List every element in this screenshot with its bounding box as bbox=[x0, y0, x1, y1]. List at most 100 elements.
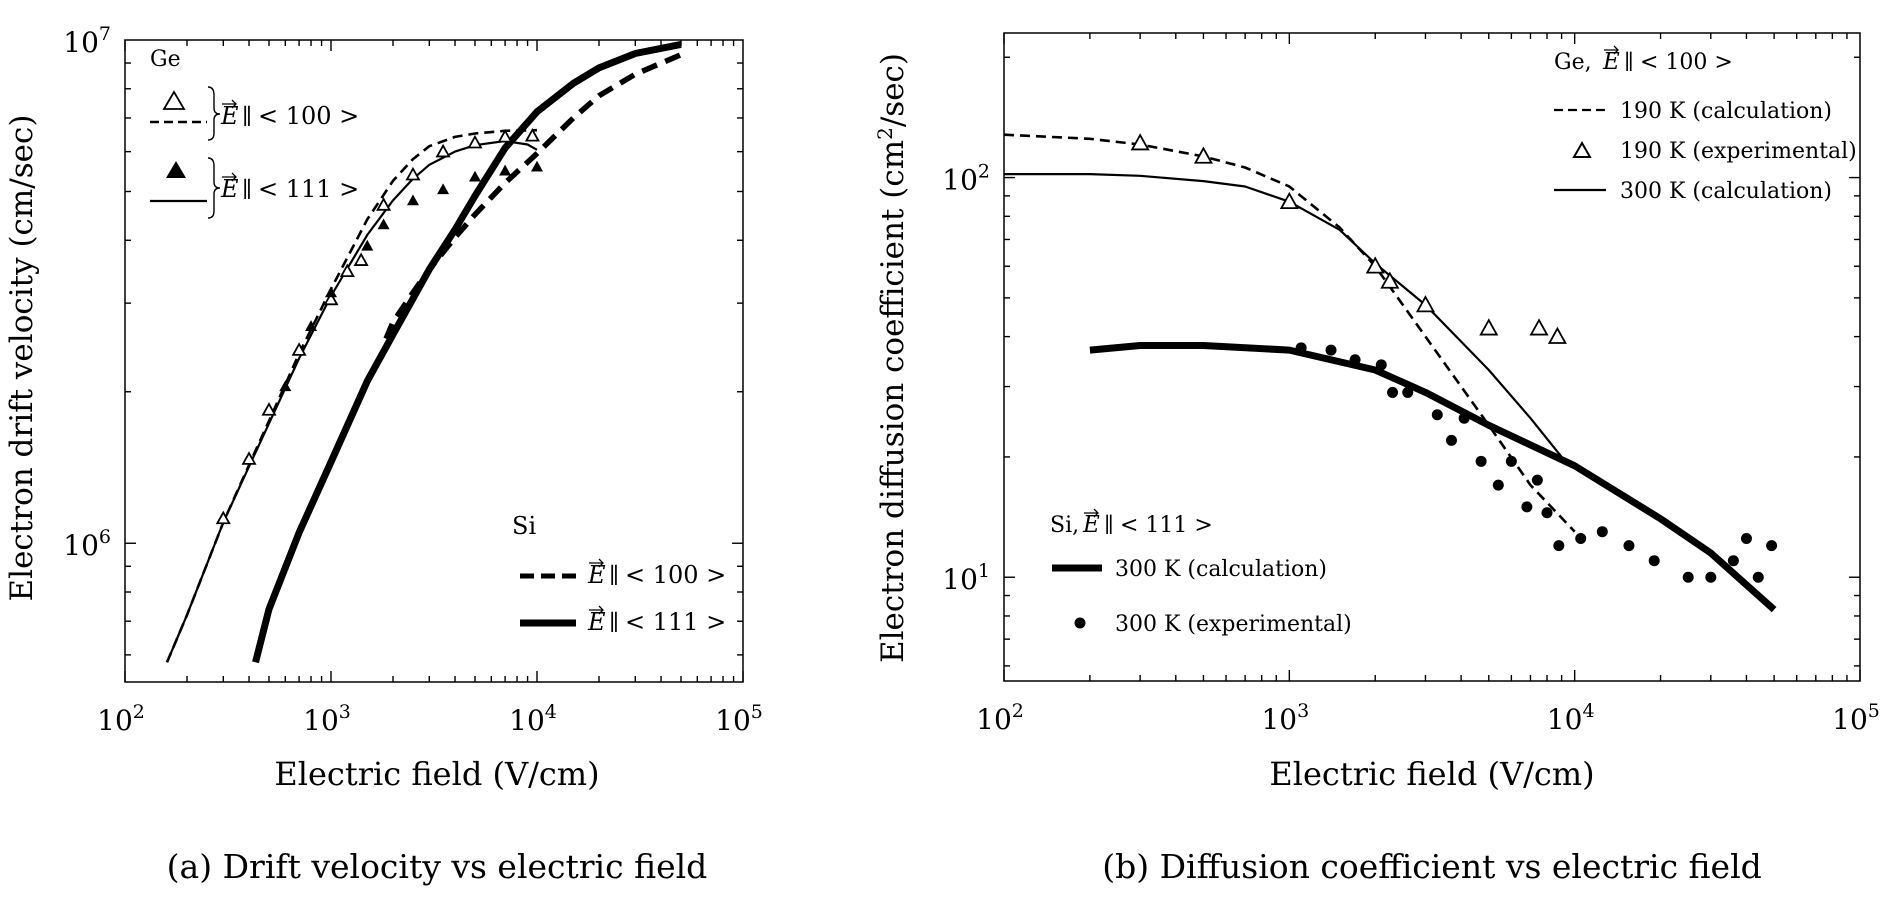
panel-b-si-legend: Si, E ∥ < 111 > 300 K (calculation) 300 … bbox=[1050, 508, 1352, 637]
panel-a-ge-legend: Ge E ∥ < 100 > E ∥ < 111 > bbox=[150, 47, 359, 219]
tick-base: 10 bbox=[303, 704, 339, 737]
ge300calc-legend-label: 300 K (calculation) bbox=[1620, 179, 1832, 204]
point-si300exp bbox=[1766, 540, 1778, 552]
point-ge190exp bbox=[1380, 271, 1400, 289]
series-line-si100 bbox=[383, 52, 683, 340]
point-ge111_exp bbox=[305, 320, 318, 331]
point-si300exp bbox=[1596, 526, 1608, 538]
si111-direction: < 111 > bbox=[625, 608, 726, 636]
point-si300exp bbox=[1648, 555, 1660, 567]
panel-b-plot-frame bbox=[1003, 32, 1861, 682]
vector-arrow-icon bbox=[589, 605, 604, 615]
point-si300exp bbox=[1375, 359, 1387, 371]
point-si300exp bbox=[1475, 455, 1487, 467]
si-legend-direction: < 111 > bbox=[1120, 513, 1213, 538]
point-si300exp bbox=[1682, 571, 1694, 583]
point-si300exp bbox=[1431, 409, 1443, 421]
point-ge100_exp bbox=[376, 197, 392, 211]
panel-a-series bbox=[165, 40, 683, 664]
point-ge100_exp bbox=[241, 451, 257, 465]
y-label-text: Electron diffusion coefficient (cm bbox=[875, 140, 911, 663]
point-si300exp bbox=[1458, 412, 1470, 424]
tick-base: 10 bbox=[63, 26, 99, 59]
point-ge100_exp bbox=[497, 129, 513, 143]
panel-b-caption: (b) Diffusion coefficient vs electric fi… bbox=[1102, 847, 1762, 886]
si300exp-legend-marker bbox=[1074, 617, 1086, 629]
si300calc-legend-label: 300 K (calculation) bbox=[1115, 557, 1327, 582]
tick-exponent: 3 bbox=[1297, 700, 1309, 722]
series-line-si300calc bbox=[1089, 342, 1777, 613]
panel-a-markers bbox=[215, 127, 543, 525]
point-ge111_exp bbox=[325, 286, 337, 298]
y-label-tail: /sec) bbox=[875, 53, 911, 127]
panel-a-ticks bbox=[124, 40, 744, 682]
parallel-symbol: ∥ bbox=[242, 178, 252, 203]
x-tick-label: 103 bbox=[303, 701, 351, 737]
point-si300exp bbox=[1575, 533, 1587, 545]
point-ge100_exp bbox=[215, 510, 231, 525]
point-si300exp bbox=[1505, 455, 1517, 467]
vector-e-symbol: E bbox=[220, 102, 239, 130]
point-si300exp bbox=[1402, 386, 1414, 398]
x-tick-label: 104 bbox=[509, 701, 557, 737]
tick-base: 10 bbox=[1261, 703, 1297, 736]
y-tick-label: 106 bbox=[63, 526, 111, 562]
point-si300exp bbox=[1705, 571, 1717, 583]
y-tick-label: 107 bbox=[63, 23, 111, 59]
vector-arrow-icon bbox=[589, 558, 604, 568]
point-ge111_exp bbox=[437, 183, 450, 195]
point-ge100_exp bbox=[339, 263, 355, 278]
series-line-ge100 bbox=[165, 128, 538, 663]
ge100-exp-legend-marker bbox=[162, 90, 186, 110]
point-si300exp bbox=[1752, 571, 1764, 583]
panel-b-ticks bbox=[1003, 33, 1861, 681]
ge-legend-direction: < 100 > bbox=[1640, 50, 1733, 75]
point-ge190exp bbox=[1365, 256, 1385, 274]
point-ge190exp bbox=[1479, 318, 1499, 336]
series-line-ge111 bbox=[165, 139, 538, 663]
si300exp-legend-label: 300 K (experimental) bbox=[1115, 612, 1352, 637]
vector-arrow-icon bbox=[222, 99, 237, 109]
parallel-symbol: ∥ bbox=[1624, 50, 1634, 74]
vector-e-symbol: E bbox=[1082, 512, 1100, 538]
vector-arrow-icon bbox=[1084, 508, 1099, 518]
point-ge100_exp bbox=[353, 252, 369, 266]
ge190exp-legend-marker bbox=[1572, 140, 1592, 158]
si100-direction: < 100 > bbox=[625, 561, 726, 589]
point-ge100_exp bbox=[323, 291, 339, 306]
point-ge100_exp bbox=[467, 134, 483, 149]
point-si300exp bbox=[1740, 533, 1752, 545]
y-label-sup: 2 bbox=[873, 127, 897, 140]
point-si300exp bbox=[1445, 434, 1457, 446]
panel-a-x-axis-label: Electric field (V/cm) bbox=[274, 755, 599, 793]
tick-base: 10 bbox=[97, 704, 133, 737]
point-ge111_exp bbox=[361, 239, 374, 251]
point-ge111_exp bbox=[377, 218, 390, 230]
point-ge111_exp bbox=[499, 164, 512, 176]
tick-exponent: 2 bbox=[133, 701, 145, 723]
parallel-symbol: ∥ bbox=[609, 564, 619, 589]
point-ge100_exp bbox=[261, 402, 277, 416]
si111-legend-label: E ∥ < 111 > bbox=[587, 605, 726, 636]
si-group-label: Si bbox=[512, 512, 536, 540]
tick-exponent: 2 bbox=[1012, 700, 1024, 722]
tick-base: 10 bbox=[942, 164, 978, 197]
tick-base: 10 bbox=[942, 563, 978, 596]
point-ge111_exp bbox=[406, 194, 419, 206]
panel-b-ge-legend: Ge, E ∥ < 100 > 190 K (calculation) 190 … bbox=[1554, 45, 1857, 204]
tick-exponent: 7 bbox=[99, 23, 111, 45]
point-ge190exp bbox=[1193, 146, 1213, 164]
tick-base: 10 bbox=[976, 703, 1012, 736]
ge100-brace bbox=[207, 86, 221, 141]
tick-exponent: 1 bbox=[978, 560, 990, 582]
panel-a-plot-frame bbox=[124, 39, 744, 683]
parallel-symbol: ∥ bbox=[242, 105, 252, 130]
si100-legend-label: E ∥ < 100 > bbox=[587, 558, 726, 589]
x-tick-label: 103 bbox=[1261, 700, 1309, 736]
point-si300exp bbox=[1349, 354, 1361, 366]
tick-base: 10 bbox=[63, 529, 99, 562]
panel-b-markers bbox=[1130, 133, 1778, 583]
